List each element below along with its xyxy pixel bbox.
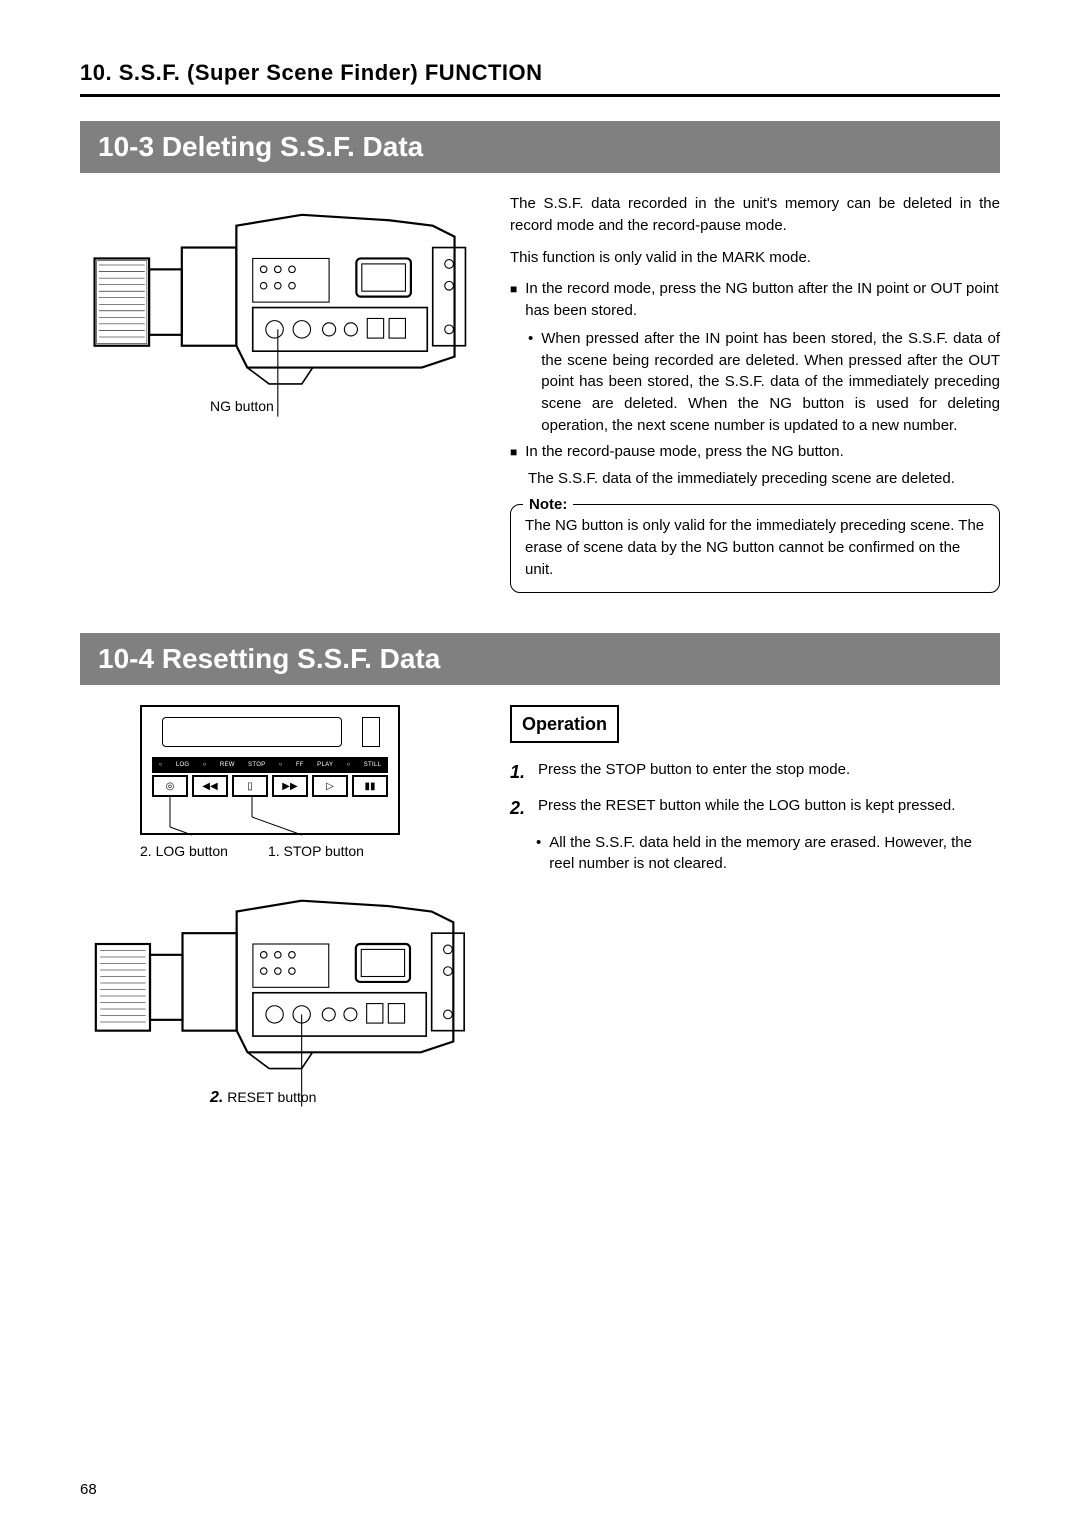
bullet-text: All the S.S.F. data held in the memory a… (549, 832, 1000, 876)
step-text: Press the RESET button while the LOG but… (538, 795, 1000, 821)
diagram-column-2: ○LOG ○REW STOP ○FF PLAY ○STILL ◎ ◀◀ ▯ ▶▶… (80, 705, 480, 1139)
ff-button-icon: ▶▶ (272, 775, 308, 797)
stop-button-label: 1. STOP button (268, 843, 364, 859)
step-2: 2. Press the RESET button while the LOG … (510, 795, 1000, 821)
step-2-detail: All the S.S.F. data held in the memory a… (536, 832, 1000, 876)
label-text: STOP button (284, 843, 364, 859)
step-number: 1. (510, 759, 532, 785)
strip-label: REW (220, 762, 235, 768)
strip-label: PLAY (317, 762, 333, 768)
section-header-10-3: 10-3 Deleting S.S.F. Data (80, 121, 1000, 173)
still-button-icon: ▮▮ (352, 775, 388, 797)
bullet-record-pause: In the record-pause mode, press the NG b… (510, 441, 1000, 463)
log-button-icon: ◎ (152, 775, 188, 797)
ng-button-label: NG button (210, 398, 274, 414)
text-column-1: The S.S.F. data recorded in the unit's m… (510, 193, 1000, 593)
strip-label: FF (296, 762, 304, 768)
section-header-10-4: 10-4 Resetting S.S.F. Data (80, 633, 1000, 685)
intro-p2: This function is only valid in the MARK … (510, 247, 1000, 269)
label-text: RESET button (227, 1089, 316, 1105)
strip-label: STILL (364, 762, 382, 768)
step-text: Press the STOP button to enter the stop … (538, 759, 1000, 785)
subbullet-in-out: When pressed after the IN point has been… (528, 328, 1000, 437)
log-button-label: 2. LOG button (140, 843, 228, 859)
note-title: Note: (523, 494, 573, 516)
diagram-column-1: NG button (80, 193, 480, 593)
panel-callout-labels: 2. LOG button 1. STOP button (140, 843, 480, 859)
bullet-text: In the record-pause mode, press the NG b… (525, 441, 844, 463)
step-1: 1. Press the STOP button to enter the st… (510, 759, 1000, 785)
note-box: Note: The NG button is only valid for th… (510, 504, 1000, 593)
reset-button-label: 2. RESET button (210, 1089, 316, 1107)
note-body: The NG button is only valid for the imme… (525, 517, 984, 578)
chapter-title: 10. S.S.F. (Super Scene Finder) FUNCTION (80, 60, 1000, 97)
control-panel-icon: ○LOG ○REW STOP ○FF PLAY ○STILL ◎ ◀◀ ▯ ▶▶… (140, 705, 400, 835)
bullet-text: In the record mode, press the NG button … (525, 278, 1000, 322)
operation-heading: Operation (510, 705, 619, 743)
label-text: LOG button (156, 843, 228, 859)
panel-button-row: ◎ ◀◀ ▯ ▶▶ ▷ ▮▮ (152, 775, 388, 797)
camera-illustration-icon (80, 193, 480, 433)
bullet-record-mode: In the record mode, press the NG button … (510, 278, 1000, 322)
camera-diagram-2: 2. RESET button (80, 879, 480, 1139)
rew-button-icon: ◀◀ (192, 775, 228, 797)
panel-callout-lines-icon (142, 797, 402, 837)
step-number: 2. (510, 795, 532, 821)
stop-button-icon: ▯ (232, 775, 268, 797)
play-button-icon: ▷ (312, 775, 348, 797)
bullet-text: When pressed after the IN point has been… (541, 328, 1000, 437)
section-10-3-content: NG button The S.S.F. data recorded in th… (80, 193, 1000, 593)
strip-label: STOP (248, 762, 265, 768)
text-column-2: Operation 1. Press the STOP button to en… (510, 705, 1000, 1139)
control-panel-diagram: ○LOG ○REW STOP ○FF PLAY ○STILL ◎ ◀◀ ▯ ▶▶… (80, 705, 480, 859)
camera-diagram-1: NG button (80, 193, 480, 433)
strip-label: LOG (176, 762, 190, 768)
record-pause-detail: The S.S.F. data of the immediately prece… (528, 468, 1000, 490)
panel-label-strip: ○LOG ○REW STOP ○FF PLAY ○STILL (152, 757, 388, 773)
page-number: 68 (80, 1481, 97, 1498)
intro-p1: The S.S.F. data recorded in the unit's m… (510, 193, 1000, 237)
section-10-4-content: ○LOG ○REW STOP ○FF PLAY ○STILL ◎ ◀◀ ▯ ▶▶… (80, 705, 1000, 1139)
